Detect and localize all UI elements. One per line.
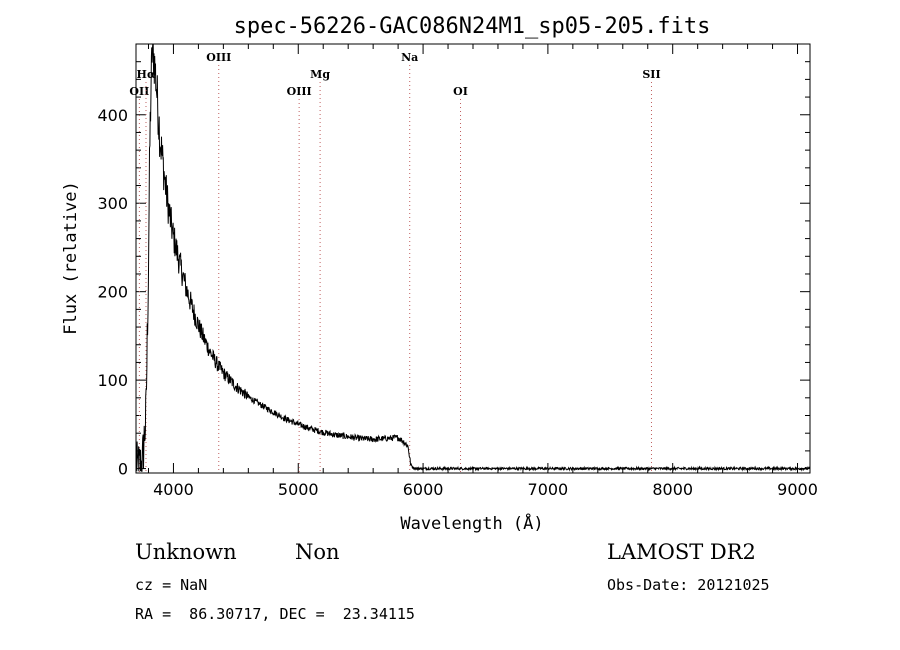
- redshift-cz: cz = NaN: [135, 576, 208, 594]
- y-tick-label: 200: [97, 283, 128, 302]
- plot-frame: [135, 43, 811, 474]
- spectrum-line: [135, 43, 811, 472]
- line-marker-label: OIII: [206, 51, 231, 64]
- x-tick-label: 8000: [652, 480, 693, 499]
- y-tick-label: 0: [118, 460, 128, 479]
- line-marker-label: OIII: [287, 85, 312, 98]
- y-tick-label: 300: [97, 194, 128, 213]
- x-tick-label: 6000: [403, 480, 444, 499]
- chart-title: spec-56226-GAC086N24M1_sp05-205.fits: [234, 14, 711, 39]
- x-tick-label: 5000: [278, 480, 319, 499]
- y-tick-label: 100: [97, 371, 128, 390]
- observation-date: Obs-Date: 20121025: [607, 576, 770, 594]
- survey-name: LAMOST DR2: [607, 540, 756, 564]
- y-tick-label: 400: [97, 106, 128, 125]
- line-marker-label: SII: [642, 68, 660, 81]
- x-axis-label: Wavelength (Å): [400, 512, 543, 534]
- x-tick-label: 7000: [528, 480, 569, 499]
- y-axis-label: Flux (relative): [61, 181, 81, 335]
- coordinates: RA = 86.30717, DEC = 23.34115: [135, 605, 415, 623]
- line-marker-label: OII: [129, 85, 149, 98]
- object-class: Unknown: [135, 540, 237, 564]
- line-marker-label: Na: [401, 51, 418, 64]
- object-subclass: Non: [295, 540, 340, 564]
- x-tick-label: 9000: [777, 480, 818, 499]
- line-marker-label: OI: [453, 85, 468, 98]
- line-marker-label: Mg: [310, 68, 330, 81]
- x-tick-label: 4000: [153, 480, 194, 499]
